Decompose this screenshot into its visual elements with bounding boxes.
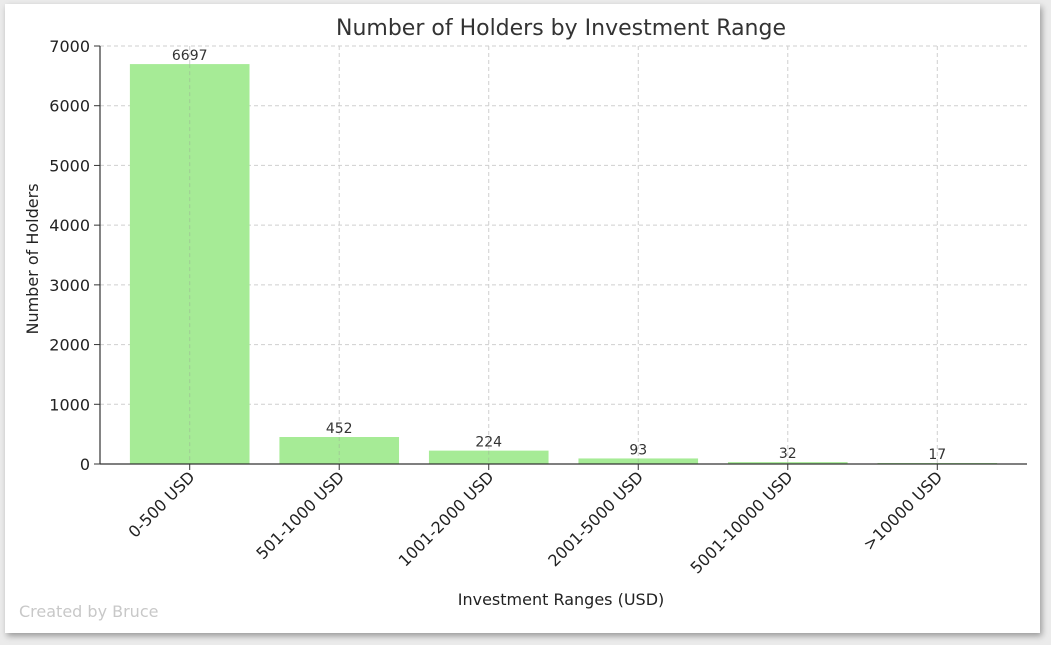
y-axis-label: Number of Holders: [23, 183, 42, 334]
y-tick-label: 1000: [49, 395, 90, 414]
bar-value-label: 452: [326, 421, 353, 437]
grid: [100, 45, 1027, 464]
bar-value-label: 6697: [172, 48, 208, 64]
bar: [578, 458, 699, 464]
bar: [727, 462, 848, 464]
watermark: Created by Bruce: [19, 602, 158, 621]
x-tick-label: >10000 USD: [859, 467, 946, 554]
axes: [99, 46, 1027, 465]
y-tick-label: 4000: [49, 216, 90, 235]
chart-card: Number of Holders by Investment Range 0 1…: [5, 4, 1040, 633]
y-tick-label: 6000: [49, 97, 90, 116]
x-tick-label: 2001-5000 USD: [544, 467, 647, 570]
x-tick-label: 0-500 USD: [124, 467, 198, 541]
x-ticks: 0-500 USD 501-1000 USD 1001-2000 USD 2001-5…: [124, 464, 946, 577]
y-tick-label: 2000: [49, 336, 90, 355]
x-tick-label: 5001-10000 USD: [687, 467, 797, 577]
bar-chart: Number of Holders by Investment Range 0 1…: [19, 16, 1027, 621]
chart-title: Number of Holders by Investment Range: [336, 16, 786, 41]
data-labels: 6697 452 224 93 32 17: [172, 48, 946, 463]
bar-value-label: 93: [629, 442, 647, 458]
x-axis-label: Investment Ranges (USD): [458, 590, 665, 609]
x-tick-label: 501-1000 USD: [252, 467, 348, 563]
bars: [129, 64, 998, 464]
bar: [428, 450, 549, 464]
y-tick-label: 0: [80, 455, 90, 474]
x-tick-label: 1001-2000 USD: [395, 467, 498, 570]
y-tick-label: 5000: [49, 156, 90, 175]
bar-value-label: 32: [779, 446, 797, 462]
bar: [129, 64, 250, 464]
bar-value-label: 17: [928, 447, 946, 463]
bar: [279, 437, 400, 464]
y-tick-label: 3000: [49, 276, 90, 295]
y-ticks: 0 1000 2000 3000 4000 5000 6000 7000: [49, 37, 100, 474]
bar-value-label: 224: [475, 435, 502, 451]
y-tick-label: 7000: [49, 37, 90, 56]
